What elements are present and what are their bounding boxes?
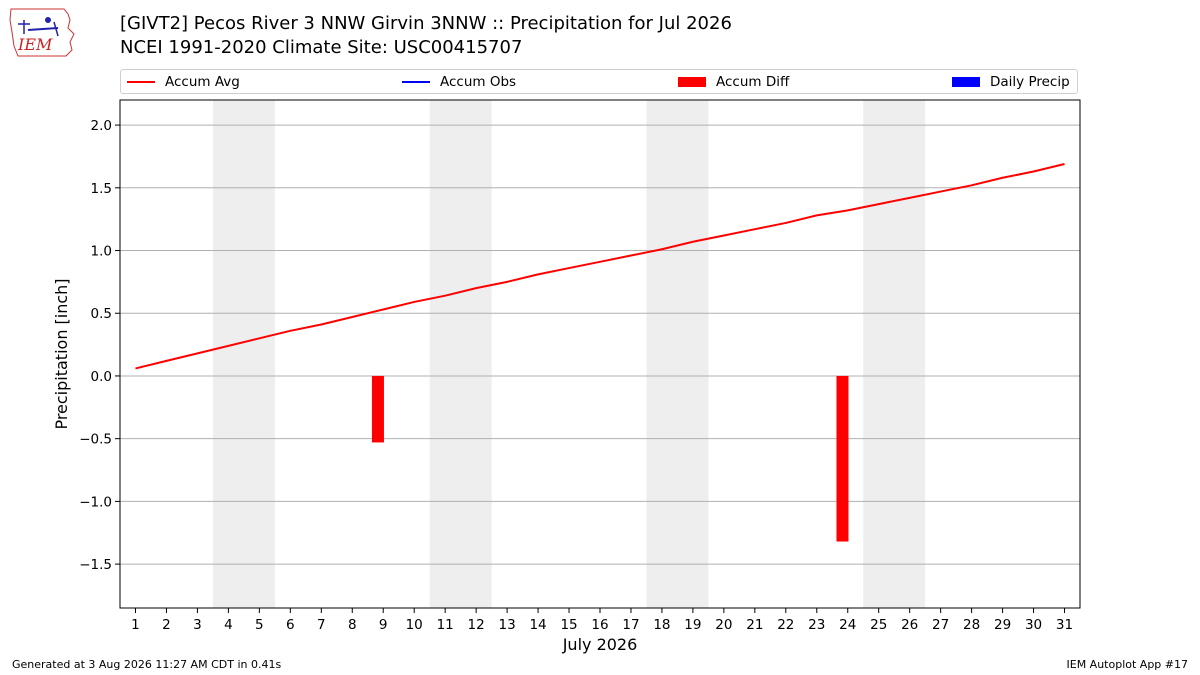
- x-tick-label: 6: [286, 617, 295, 633]
- x-tick-label: 18: [653, 617, 670, 633]
- x-tick-label: 21: [746, 617, 763, 633]
- legend-swatch-accum-diff: [678, 77, 706, 87]
- legend-label-accum-avg: Accum Avg: [165, 74, 240, 90]
- x-tick-label: 27: [932, 617, 949, 633]
- y-tick-label: 0.0: [91, 369, 112, 385]
- y-tick-label: 2.0: [91, 118, 112, 134]
- legend-item-accum-avg: Accum Avg: [127, 73, 240, 91]
- legend-item-accum-obs: Accum Obs: [402, 73, 516, 91]
- x-tick-label: 13: [499, 617, 516, 633]
- legend-label-accum-diff: Accum Diff: [716, 74, 790, 90]
- x-tick-label: 4: [224, 617, 233, 633]
- x-tick-label: 19: [684, 617, 701, 633]
- legend-swatch-daily-precip: [952, 77, 980, 87]
- legend-item-accum-diff: Accum Diff: [678, 73, 789, 91]
- chart-subtitle: NCEI 1991-2020 Climate Site: USC00415707: [120, 37, 523, 58]
- x-tick-label: 17: [622, 617, 639, 633]
- x-tick-label: 2: [162, 617, 171, 633]
- x-tick-label: 11: [437, 617, 454, 633]
- y-tick-label: 1.5: [91, 181, 112, 197]
- y-tick-label: −1.5: [79, 557, 112, 573]
- iem-logo: IEM: [8, 6, 82, 58]
- x-tick-label: 5: [255, 617, 264, 633]
- x-tick-label: 30: [1025, 617, 1042, 633]
- x-tick-label: 10: [406, 617, 423, 633]
- y-tick-label: −0.5: [79, 432, 112, 448]
- plot-frame: [119, 99, 1081, 609]
- x-tick-label: 20: [715, 617, 732, 633]
- x-tick-label: 31: [1056, 617, 1073, 633]
- chart-legend: Accum Avg Accum Obs Accum Diff Daily Pre…: [120, 69, 1078, 94]
- x-tick-label: 28: [963, 617, 980, 633]
- x-tick-label: 14: [529, 617, 546, 633]
- y-tick-label: 0.5: [91, 306, 112, 322]
- legend-swatch-accum-avg: [127, 81, 155, 83]
- y-tick-label: 1.0: [91, 244, 112, 260]
- legend-item-daily-precip: Daily Precip: [952, 73, 1070, 91]
- footer-generated: Generated at 3 Aug 2026 11:27 AM CDT in …: [12, 658, 282, 671]
- x-tick-label: 16: [591, 617, 608, 633]
- x-tick-label: 25: [870, 617, 887, 633]
- x-tick-label: 3: [193, 617, 202, 633]
- legend-label-accum-obs: Accum Obs: [440, 74, 517, 90]
- x-tick-label: 29: [994, 617, 1011, 633]
- y-axis-label: Precipitation [inch]: [52, 278, 71, 429]
- y-tick-label: −1.0: [79, 494, 112, 510]
- accum-diff-bar: [371, 375, 384, 443]
- legend-label-daily-precip: Daily Precip: [990, 74, 1070, 90]
- x-axis-label: July 2026: [562, 635, 638, 654]
- x-tick-label: 22: [777, 617, 794, 633]
- x-tick-label: 9: [379, 617, 388, 633]
- x-tick-label: 12: [468, 617, 485, 633]
- chart-title: [GIVT2] Pecos River 3 NNW Girvin 3NNW ::…: [120, 13, 732, 34]
- weekend-band: [212, 100, 275, 608]
- x-tick-label: 26: [901, 617, 918, 633]
- x-tick-label: 23: [808, 617, 825, 633]
- weekend-band: [429, 100, 492, 608]
- legend-swatch-accum-obs: [402, 81, 430, 83]
- weekend-band: [863, 100, 926, 608]
- x-tick-label: 8: [348, 617, 357, 633]
- accum-diff-bar: [836, 375, 849, 542]
- footer-app: IEM Autoplot App #17: [1066, 658, 1189, 671]
- x-tick-label: 7: [317, 617, 326, 633]
- x-tick-label: 15: [560, 617, 577, 633]
- weekend-band: [646, 100, 709, 608]
- x-tick-label: 24: [839, 617, 856, 633]
- x-tick-label: 1: [131, 617, 140, 633]
- logo-text: IEM: [17, 35, 53, 54]
